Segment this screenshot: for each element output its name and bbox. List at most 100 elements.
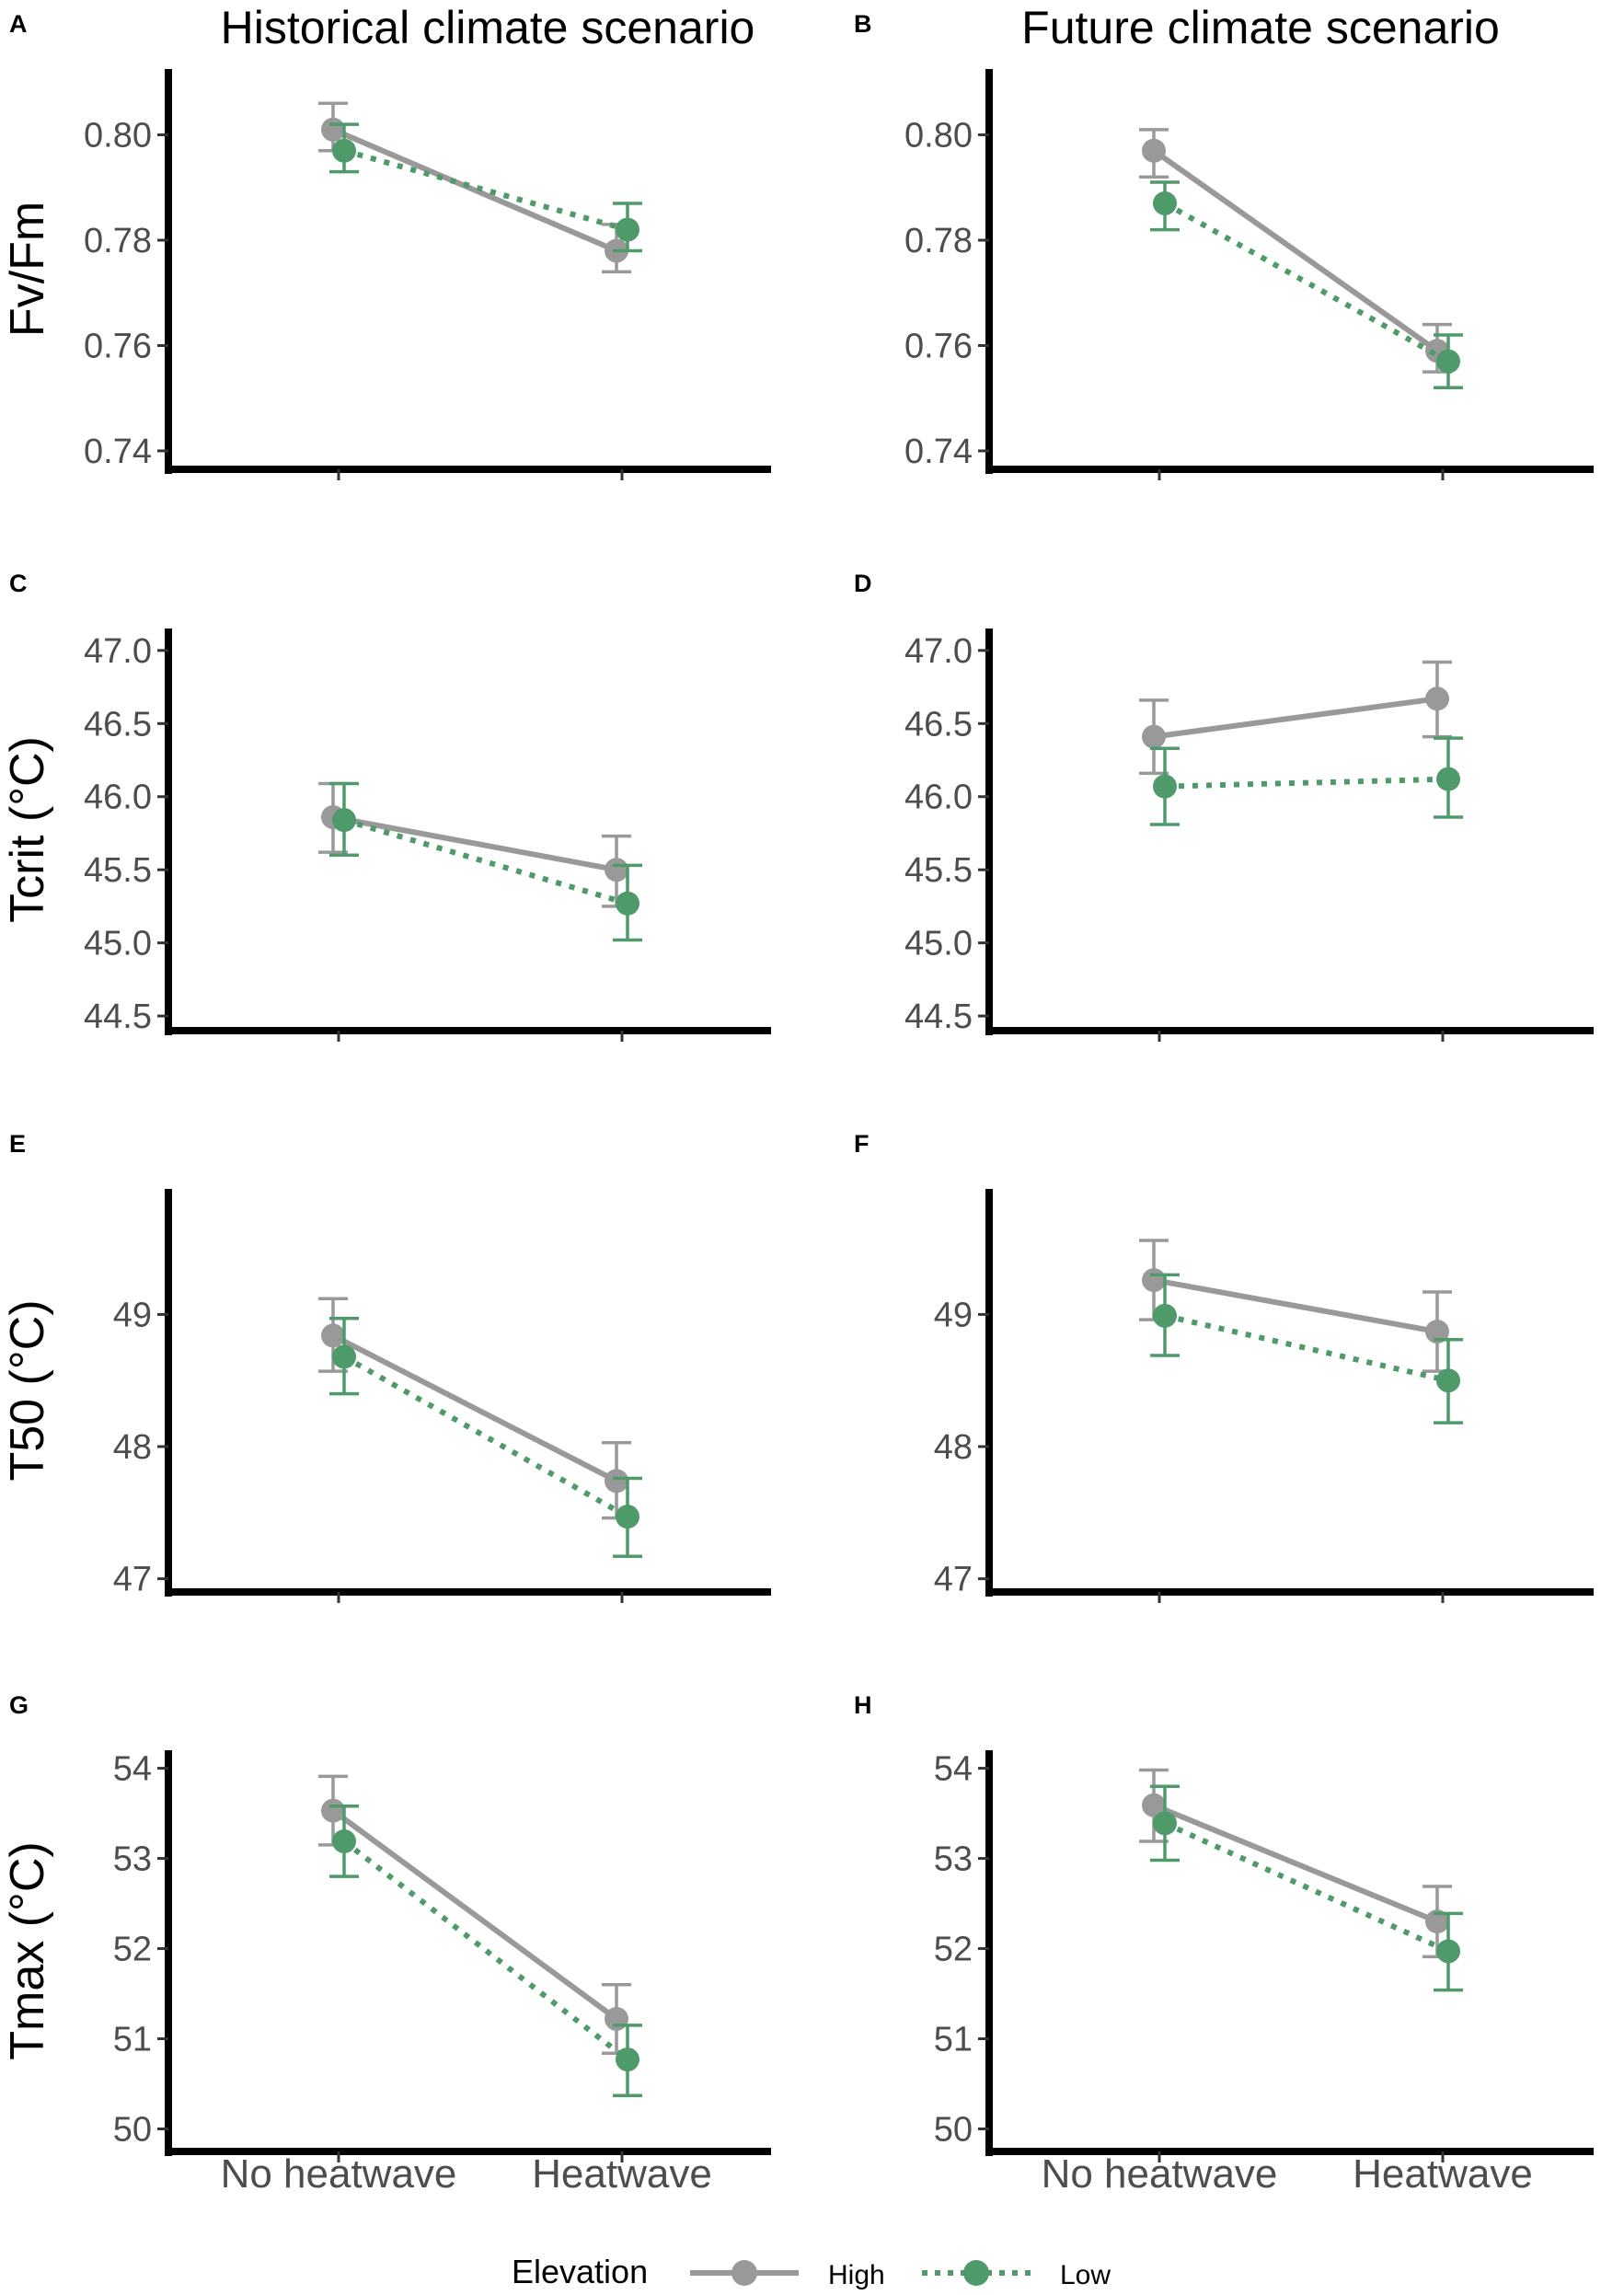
y-tick-label-g: 51 [113,2021,152,2059]
panel-g: G Tmax (°C) 50 51 52 53 54 No heatwave Heatwave [1,1691,771,2197]
series-line-high-c [332,814,617,873]
y-tick-label-a: 0.74 [84,432,152,471]
column-title-future: Future climate scenario [1021,2,1500,53]
point-high-f [1425,1320,1449,1344]
point-high-h [1425,1909,1449,1934]
y-tick-label-h: 50 [934,2111,973,2150]
y-tick-label-g: 50 [113,2111,152,2150]
y-tick-label-f: 47 [934,1561,973,1599]
panel-a: A Fv/Fm 0.74 0.76 0.78 0.80 [1,10,771,480]
panel-d: D 44.5 45.0 45.5 46.0 46.5 47.0 [854,570,1594,1042]
y-tick-label-d: 45.5 [904,851,973,890]
y-axis-label-c: Tcrit (°C) [1,736,54,923]
y-tick-label-c: 46.0 [84,778,152,817]
y-tick-label-d: 44.5 [904,998,973,1036]
y-tick-label-c: 46.5 [84,705,152,744]
y-tick-label-c: 45.5 [84,851,152,890]
point-low-d [1153,774,1177,799]
panels: A Fv/Fm 0.74 0.76 0.78 0.80 B 0.74 0.76 0.78 0.80 C… [1,10,1594,2197]
y-tick-label-b: 0.80 [904,117,973,156]
point-high-e [605,1469,628,1493]
point-high-h [1142,1793,1166,1817]
panel-f: F 47 48 49 [854,1130,1594,1603]
y-tick-label-b: 0.74 [904,432,973,471]
series-line-high-f [1153,1277,1438,1335]
point-high-e [321,1323,345,1348]
y-tick-label-d: 45.0 [904,925,973,963]
point-low-e [332,1344,356,1369]
y-tick-label-h: 51 [934,2021,973,2059]
y-tick-label-h: 52 [934,1931,973,1969]
column-title-historical: Historical climate scenario [221,2,755,53]
point-low-g [616,2047,639,2072]
point-high-g [321,1798,345,1823]
point-high-d [1425,686,1449,711]
series-line-high-g [331,1808,618,2022]
point-low-d [1436,767,1460,791]
y-tick-label-h: 53 [934,1840,973,1879]
series-line-low-d [1164,776,1449,790]
point-low-f [1153,1303,1177,1328]
y-tick-label-c: 47.0 [84,632,152,671]
panel-letter-h: H [854,1691,872,1719]
series-line-low-e [342,1354,629,1519]
point-high-b [1142,138,1166,163]
series-line-high-b [1152,148,1439,353]
point-low-g [332,1828,356,1853]
panel-letter-c: C [9,570,28,597]
y-tick-label-g: 52 [113,1931,152,1969]
point-low-a [332,138,356,163]
series-line-high-e [331,1332,618,1484]
x-tick-label-h: Heatwave [1353,2151,1533,2197]
panel-c: C Tcrit (°C) 44.5 45.0 45.5 46.0 46.5 47.0 [1,570,771,1042]
legend: Elevation High Low [512,2253,1111,2290]
y-tick-label-g: 53 [113,1840,152,1879]
series-line-high-a [331,127,618,254]
y-axis-label-e: T50 (°C) [1,1299,54,1481]
x-tick-label-h: No heatwave [1042,2151,1278,2197]
y-tick-label-a: 0.78 [84,222,152,260]
series-line-low-a [343,147,628,233]
legend-label-high: High [828,2260,885,2290]
point-low-b [1436,349,1460,374]
y-tick-label-c: 45.0 [84,925,152,963]
point-low-h [1153,1811,1177,1836]
panel-letter-f: F [854,1130,870,1158]
y-tick-label-h: 54 [934,1750,973,1789]
series-line-high-h [1152,1802,1439,1924]
panel-letter-b: B [854,10,872,38]
y-tick-label-f: 48 [934,1428,973,1467]
panel-letter-a: A [9,10,28,38]
series-line-low-g [342,1839,629,2062]
series-line-low-b [1163,201,1450,364]
series-line-low-h [1163,1820,1450,1955]
panel-letter-e: E [9,1130,26,1158]
point-high-f [1142,1268,1166,1293]
legend-label-low: Low [1060,2260,1111,2290]
point-low-b [1153,190,1177,215]
panel-b: B 0.74 0.76 0.78 0.80 [854,10,1594,480]
y-tick-label-d: 47.0 [904,632,973,671]
point-high-d [1142,724,1166,749]
y-tick-label-c: 44.5 [84,998,152,1036]
y-tick-label-a: 0.80 [84,117,152,156]
y-tick-label-e: 47 [113,1561,152,1599]
y-tick-label-a: 0.76 [84,327,152,365]
point-low-c [616,891,639,916]
point-low-a [616,217,639,242]
y-tick-label-b: 0.76 [904,327,973,365]
panel-letter-g: G [9,1691,29,1719]
legend-title: Elevation [512,2253,648,2290]
y-tick-label-g: 54 [113,1750,152,1789]
panel-e: E T50 (°C) 47 48 49 [1,1130,771,1603]
x-tick-label-g: No heatwave [221,2151,457,2197]
point-low-e [616,1505,639,1529]
point-high-a [321,117,345,142]
series-line-high-d [1153,696,1438,740]
panel-letter-d: D [854,570,872,597]
x-tick-label-g: Heatwave [532,2151,712,2197]
y-tick-label-e: 48 [113,1428,152,1467]
point-low-c [332,808,356,833]
point-low-h [1436,1939,1460,1964]
